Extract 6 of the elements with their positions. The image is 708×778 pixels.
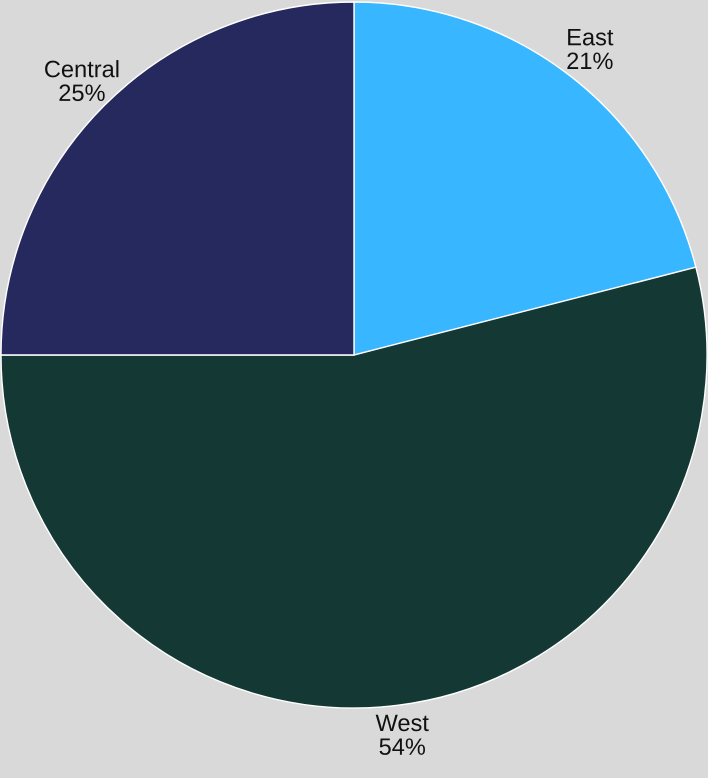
slice-label: East [568,28,614,46]
slice-label: Central [45,60,118,78]
data-label: 21% [567,52,613,70]
data-label: 25% [59,84,105,102]
slice-label: West [376,714,429,732]
data-label: 54% [380,738,426,755]
